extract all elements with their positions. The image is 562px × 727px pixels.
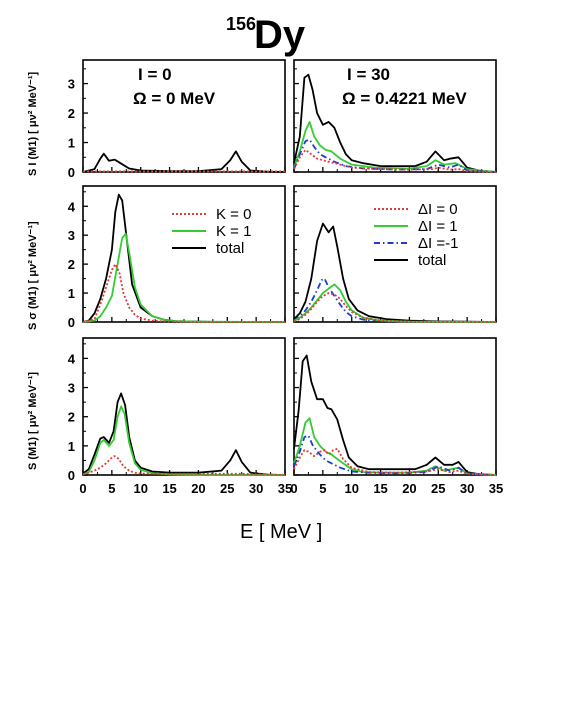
right-spin-label: I = 30: [347, 65, 390, 84]
y-tick-label: 0: [68, 315, 75, 330]
y-tick-label: 2: [68, 257, 75, 272]
series-line: [82, 263, 285, 323]
y-tick-label: 1: [68, 286, 75, 301]
series-line: [293, 277, 497, 323]
x-tick-label: 25: [431, 481, 445, 496]
x-tick-label: 5: [319, 481, 326, 496]
series-line: [293, 138, 497, 173]
legend-label: K = 1: [216, 223, 251, 240]
x-tick-label: 0: [290, 481, 297, 496]
x-tick-label: 5: [108, 481, 115, 496]
series-line: [293, 283, 497, 323]
panel-bottom-right: 0 5 10 15 20 25 30 35: [290, 337, 503, 496]
y-tick-label: 3: [68, 381, 75, 396]
legend-label: total: [216, 240, 244, 257]
x-axis-label: E [ MeV ]: [240, 521, 322, 543]
y-label-top: S I (M1) [ μν² MeV⁻¹]: [27, 71, 39, 176]
x-tick-label: 15: [373, 481, 387, 496]
y-tick-label: 0: [68, 468, 75, 483]
y-label-middle: S σ (M1) [ μν² MeV⁻¹]: [27, 221, 39, 330]
left-frequency-label: Ω = 0 MeV: [133, 89, 216, 108]
series-line: [82, 232, 286, 323]
x-tick-label: 15: [162, 481, 176, 496]
y-tick-label: 3: [68, 77, 75, 92]
series-line: [293, 417, 497, 476]
x-tick-label: 25: [220, 481, 234, 496]
x-tick-label: 20: [191, 481, 205, 496]
series-line: [82, 405, 285, 476]
series-line: [293, 354, 497, 476]
panel-frame: [293, 59, 497, 173]
series-line: [293, 148, 497, 173]
panel-middle-right: [293, 185, 497, 323]
x-tick-label: 35: [489, 481, 503, 496]
series-line: [293, 73, 497, 173]
series-line: [293, 121, 497, 173]
legend-label: ΔI = 1: [418, 218, 458, 235]
title-mass-number: 156: [226, 14, 256, 34]
panel-frame: [82, 59, 286, 173]
panel-top-left: 0 1 2 3: [68, 59, 286, 180]
y-tick-label: 1: [68, 439, 75, 454]
y-label-bottom: S (M1) [ μν² MeV⁻¹]: [27, 372, 39, 470]
x-tick-label: 35: [278, 481, 292, 496]
title-element: Dy: [254, 13, 306, 57]
legend-label: ΔI =-1: [418, 235, 458, 252]
panel-top-right: [293, 59, 497, 173]
x-tick-label: 10: [344, 481, 358, 496]
series-line: [82, 392, 286, 476]
x-tick-label: 10: [133, 481, 147, 496]
right-frequency-label: Ω = 0.4221 MeV: [342, 89, 467, 108]
panel-frame: [82, 185, 286, 323]
panel-frame: [82, 337, 286, 476]
series-line: [293, 292, 497, 323]
panel-frame: [293, 337, 497, 476]
y-tick-label: 1: [68, 136, 75, 151]
series-line: [293, 222, 497, 323]
y-tick-label: 4: [68, 199, 76, 214]
y-tick-label: 4: [68, 351, 76, 366]
y-tick-label: 3: [68, 228, 75, 243]
y-tick-label: 2: [68, 106, 75, 121]
x-tick-label: 0: [79, 481, 86, 496]
series-line: [82, 455, 286, 476]
y-tick-label: 2: [68, 410, 75, 425]
panel-bottom-left: 0 5 10 15 20 25 30 35 0 1 2 3 4: [68, 337, 292, 496]
x-tick-label: 20: [402, 481, 416, 496]
x-tick-label: 30: [460, 481, 474, 496]
legend-label: K = 0: [216, 206, 251, 223]
legend-label: ΔI = 0: [418, 201, 458, 218]
panel-frame: [293, 185, 497, 323]
legend-label: total: [418, 252, 446, 269]
left-spin-label: I = 0: [138, 65, 172, 84]
series-line: [82, 150, 286, 173]
panel-middle-left: 0 1 2 3 4: [68, 185, 286, 330]
x-tick-label: 30: [249, 481, 263, 496]
y-tick-label: 0: [68, 165, 75, 180]
